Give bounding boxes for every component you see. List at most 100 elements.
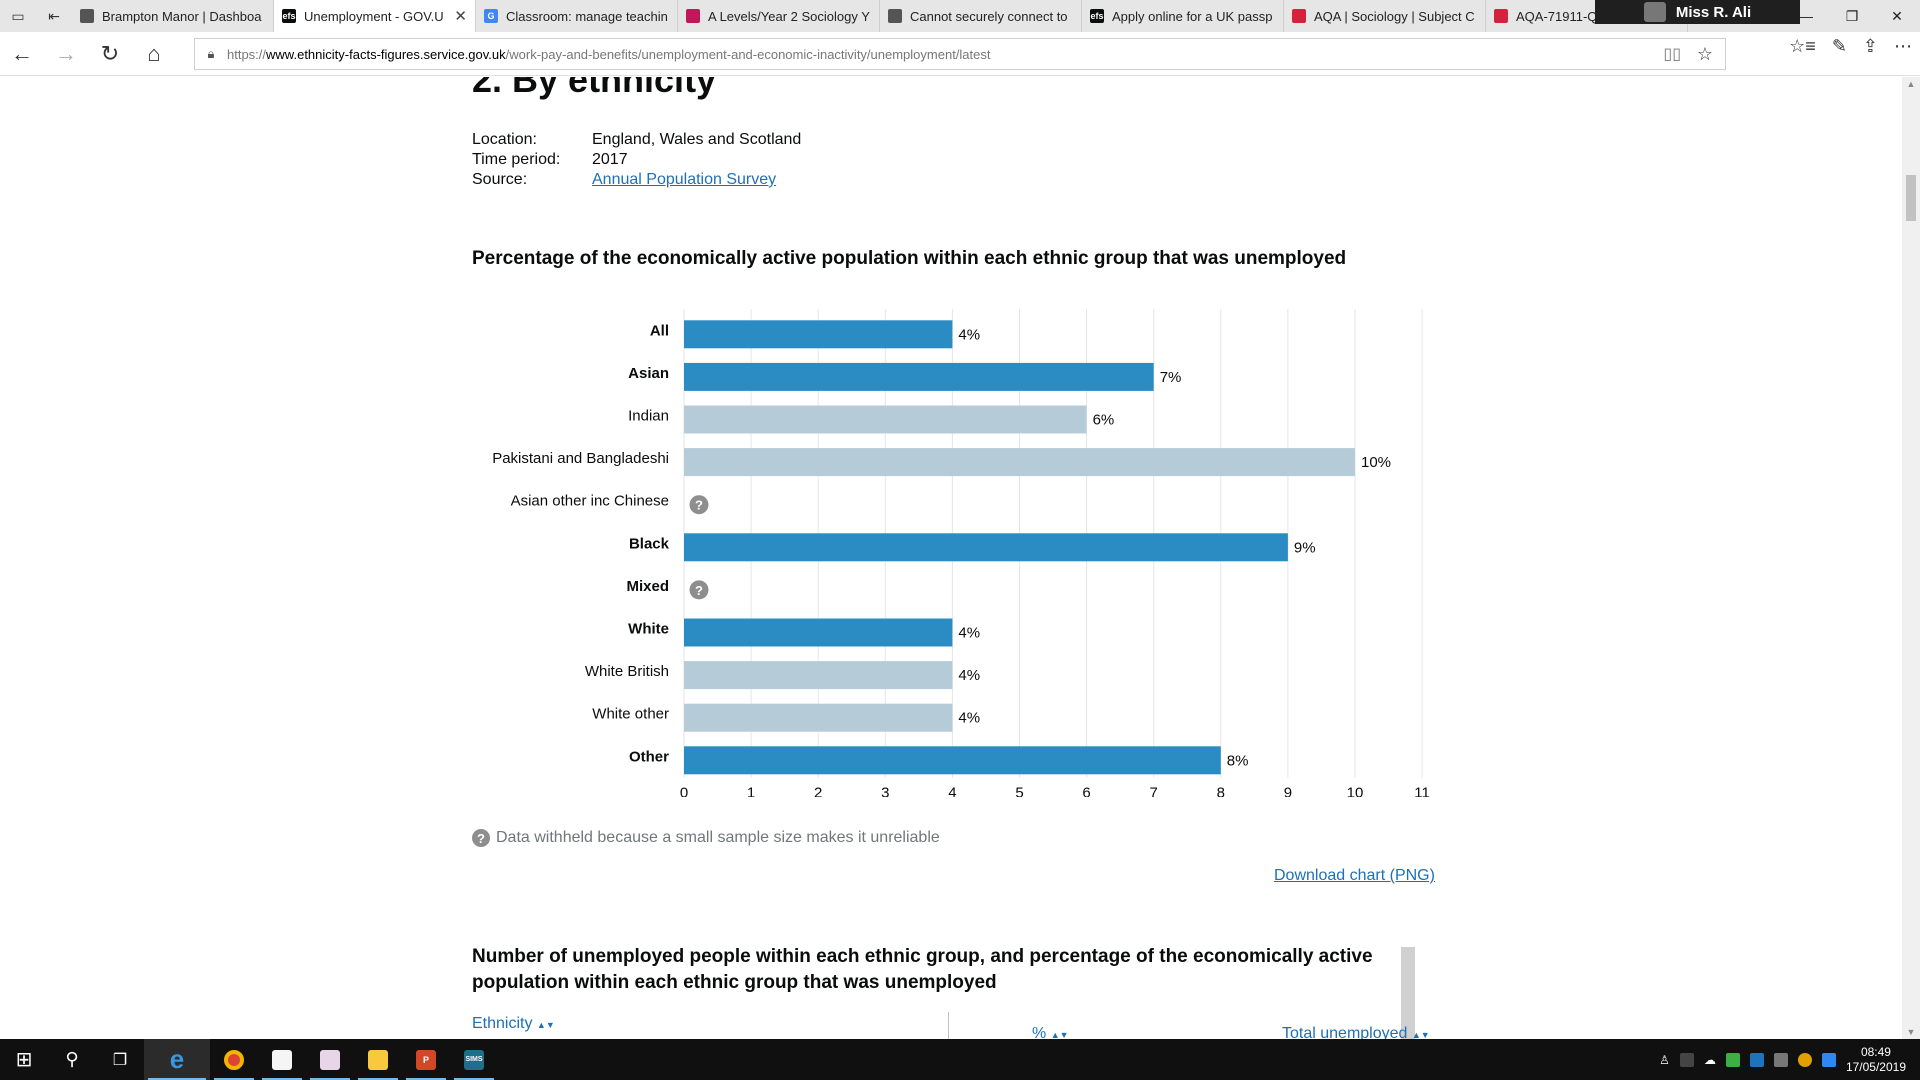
tab-favicon-icon [1494,9,1508,23]
data-label: 4% [958,326,980,343]
x-tick-label: 8 [1217,785,1225,797]
scrollbar-thumb[interactable] [1906,175,1916,221]
sort-icon: ▲▼ [1411,1030,1430,1039]
page-content: 2. By ethnicity Location: England, Wales… [0,77,1902,1039]
tray-blue-icon[interactable] [1821,1052,1836,1067]
start-icon[interactable]: ⊞ [15,1049,33,1071]
tab-favicon-icon [1292,9,1306,23]
bar [684,448,1355,477]
url-host: www.ethnicity-facts-figures.service.gov.… [266,46,506,62]
category-label: Black [629,535,670,552]
bar [684,405,1087,434]
scroll-down-icon[interactable]: ▼ [1906,1027,1916,1037]
sims-icon[interactable]: SIMS [450,1039,498,1080]
lock-icon: 🔒︎ [207,46,215,61]
pen-icon[interactable]: ✎ [1831,36,1847,56]
favorites-hub-icon[interactable]: ☆≡ [1789,36,1816,56]
share-icon[interactable]: ⇪ [1862,36,1878,56]
category-label: Mixed [626,578,669,595]
browser-tab-2[interactable]: G Classroom: manage teachin [476,0,678,32]
tab-favicon-icon [888,9,902,23]
task-view-icon[interactable]: ❐ [112,1051,128,1069]
tab-favicon-icon: efs [1090,9,1104,23]
table-header-percent-label: % [1032,1025,1047,1039]
bar [684,320,953,349]
file-explorer-icon[interactable] [354,1039,402,1080]
clock-date: 17/05/2019 [1845,1059,1906,1074]
powerpoint-icon[interactable]: P [402,1039,450,1080]
profile-badge[interactable]: Miss R. Ali [1595,0,1800,24]
tray-green-icon[interactable] [1725,1052,1740,1067]
avatar [1643,2,1666,22]
tray-grid-icon[interactable] [1773,1052,1788,1067]
withheld-question-icon[interactable] [689,580,709,600]
data-label: 6% [1093,412,1115,429]
withheld-note-text: Data withheld because a small sample siz… [496,829,940,846]
clock[interactable]: 08:49 17/05/2019 [1846,1045,1906,1075]
category-label: Asian [628,365,669,382]
tab-title: Brampton Manor | Dashboa [102,8,262,24]
tray-s-icon[interactable] [1749,1052,1764,1067]
browser-tab-0[interactable]: Brampton Manor | Dashboa [72,0,274,32]
back-arrow-icon[interactable]: ← [11,41,33,66]
x-tick-label: 11 [1414,785,1430,797]
more-icon[interactable]: ⋯ [1894,36,1912,56]
tab-favicon-icon [80,9,94,23]
tray-app-icon[interactable] [1679,1052,1694,1067]
withheld-question-icon[interactable] [689,495,709,515]
refresh-icon[interactable]: ↻ [100,41,120,66]
category-label: All [650,322,669,339]
favorite-star-icon[interactable]: ☆ [1696,43,1713,64]
browser-tab-5[interactable]: efs Apply online for a UK passp [1082,0,1284,32]
unemployment-bar-chart: 0 1 2 3 4 5 6 7 8 9 10 11 All 4% Asian 7% Indian 6% Pakist… [492,309,1430,797]
meta-value: 2017 [592,151,628,168]
tab-favicon-icon: efs [282,9,296,23]
reading-view-icon[interactable]: ▯▯ [1663,46,1681,63]
minimize-icon[interactable]: — [1799,8,1813,24]
source-link[interactable]: Annual Population Survey [592,171,777,188]
home-icon[interactable]: ⌂ [147,41,161,66]
withheld-note: ? Data withheld because a small sample s… [472,829,940,847]
x-tick-label: 4 [948,785,956,797]
sticky-notes-icon[interactable] [258,1039,306,1080]
category-label: Pakistani and Bangladeshi [492,450,669,467]
bar [684,746,1221,775]
people-icon[interactable]: ♙ [1659,1052,1670,1067]
tab-preview-icon[interactable]: ▭ [11,7,25,24]
search-icon[interactable]: ⚲ [65,1049,79,1069]
set-aside-tabs-icon[interactable]: ⇤ [48,7,60,24]
browser-tab-3[interactable]: A Levels/Year 2 Sociology Y [678,0,880,32]
table-header-percent[interactable]: % ▲▼ [1032,1025,1069,1039]
edge-icon[interactable]: e [144,1039,210,1080]
chart-title: Percentage of the economically active po… [472,248,1347,269]
browser-tab-4[interactable]: Cannot securely connect to [880,0,1082,32]
system-tray: ♙ ☁ 08:49 17/05/2019 [1659,1039,1920,1080]
scroll-up-icon[interactable]: ▲ [1906,79,1916,89]
onedrive-icon[interactable]: ☁ [1703,1052,1716,1067]
x-tick-label: 0 [680,785,688,797]
restore-icon[interactable]: ❐ [1845,7,1859,24]
forward-arrow-icon[interactable]: → [55,41,77,66]
table-header-ethnicity[interactable]: Ethnicity ▲▼ [472,1015,555,1033]
browser-tab-6[interactable]: AQA | Sociology | Subject C [1284,0,1486,32]
meta-row-source: Source: Annual Population Survey [472,170,801,190]
x-tick-label: 2 [814,785,822,797]
x-tick-label: 7 [1150,785,1158,797]
category-label: White [628,621,669,638]
bar [684,618,953,647]
url-path: /work-pay-and-benefits/unemployment-and-… [505,46,991,62]
sort-icon: ▲▼ [536,1020,555,1030]
vertical-scrollbar[interactable]: ▲ ▼ [1902,77,1920,1039]
table-header-total[interactable]: Total unemployed ▲▼ [1282,1025,1430,1039]
x-tick-label: 3 [881,785,889,797]
app-icon[interactable] [306,1039,354,1080]
tab-title: A Levels/Year 2 Sociology Y [708,8,870,24]
address-bar[interactable]: 🔒︎ https://www.ethnicity-facts-figures.s… [194,38,1726,70]
browser-tab-1[interactable]: efs Unemployment - GOV.U ✕ [274,0,476,32]
tab-close-icon[interactable]: ✕ [454,8,467,25]
download-chart-link[interactable]: Download chart (PNG) [1274,867,1435,884]
chrome-icon[interactable] [210,1039,258,1080]
url-scheme: https:// [227,46,267,62]
close-window-icon[interactable]: ✕ [1891,7,1903,24]
tray-chrome-icon[interactable] [1797,1052,1812,1067]
